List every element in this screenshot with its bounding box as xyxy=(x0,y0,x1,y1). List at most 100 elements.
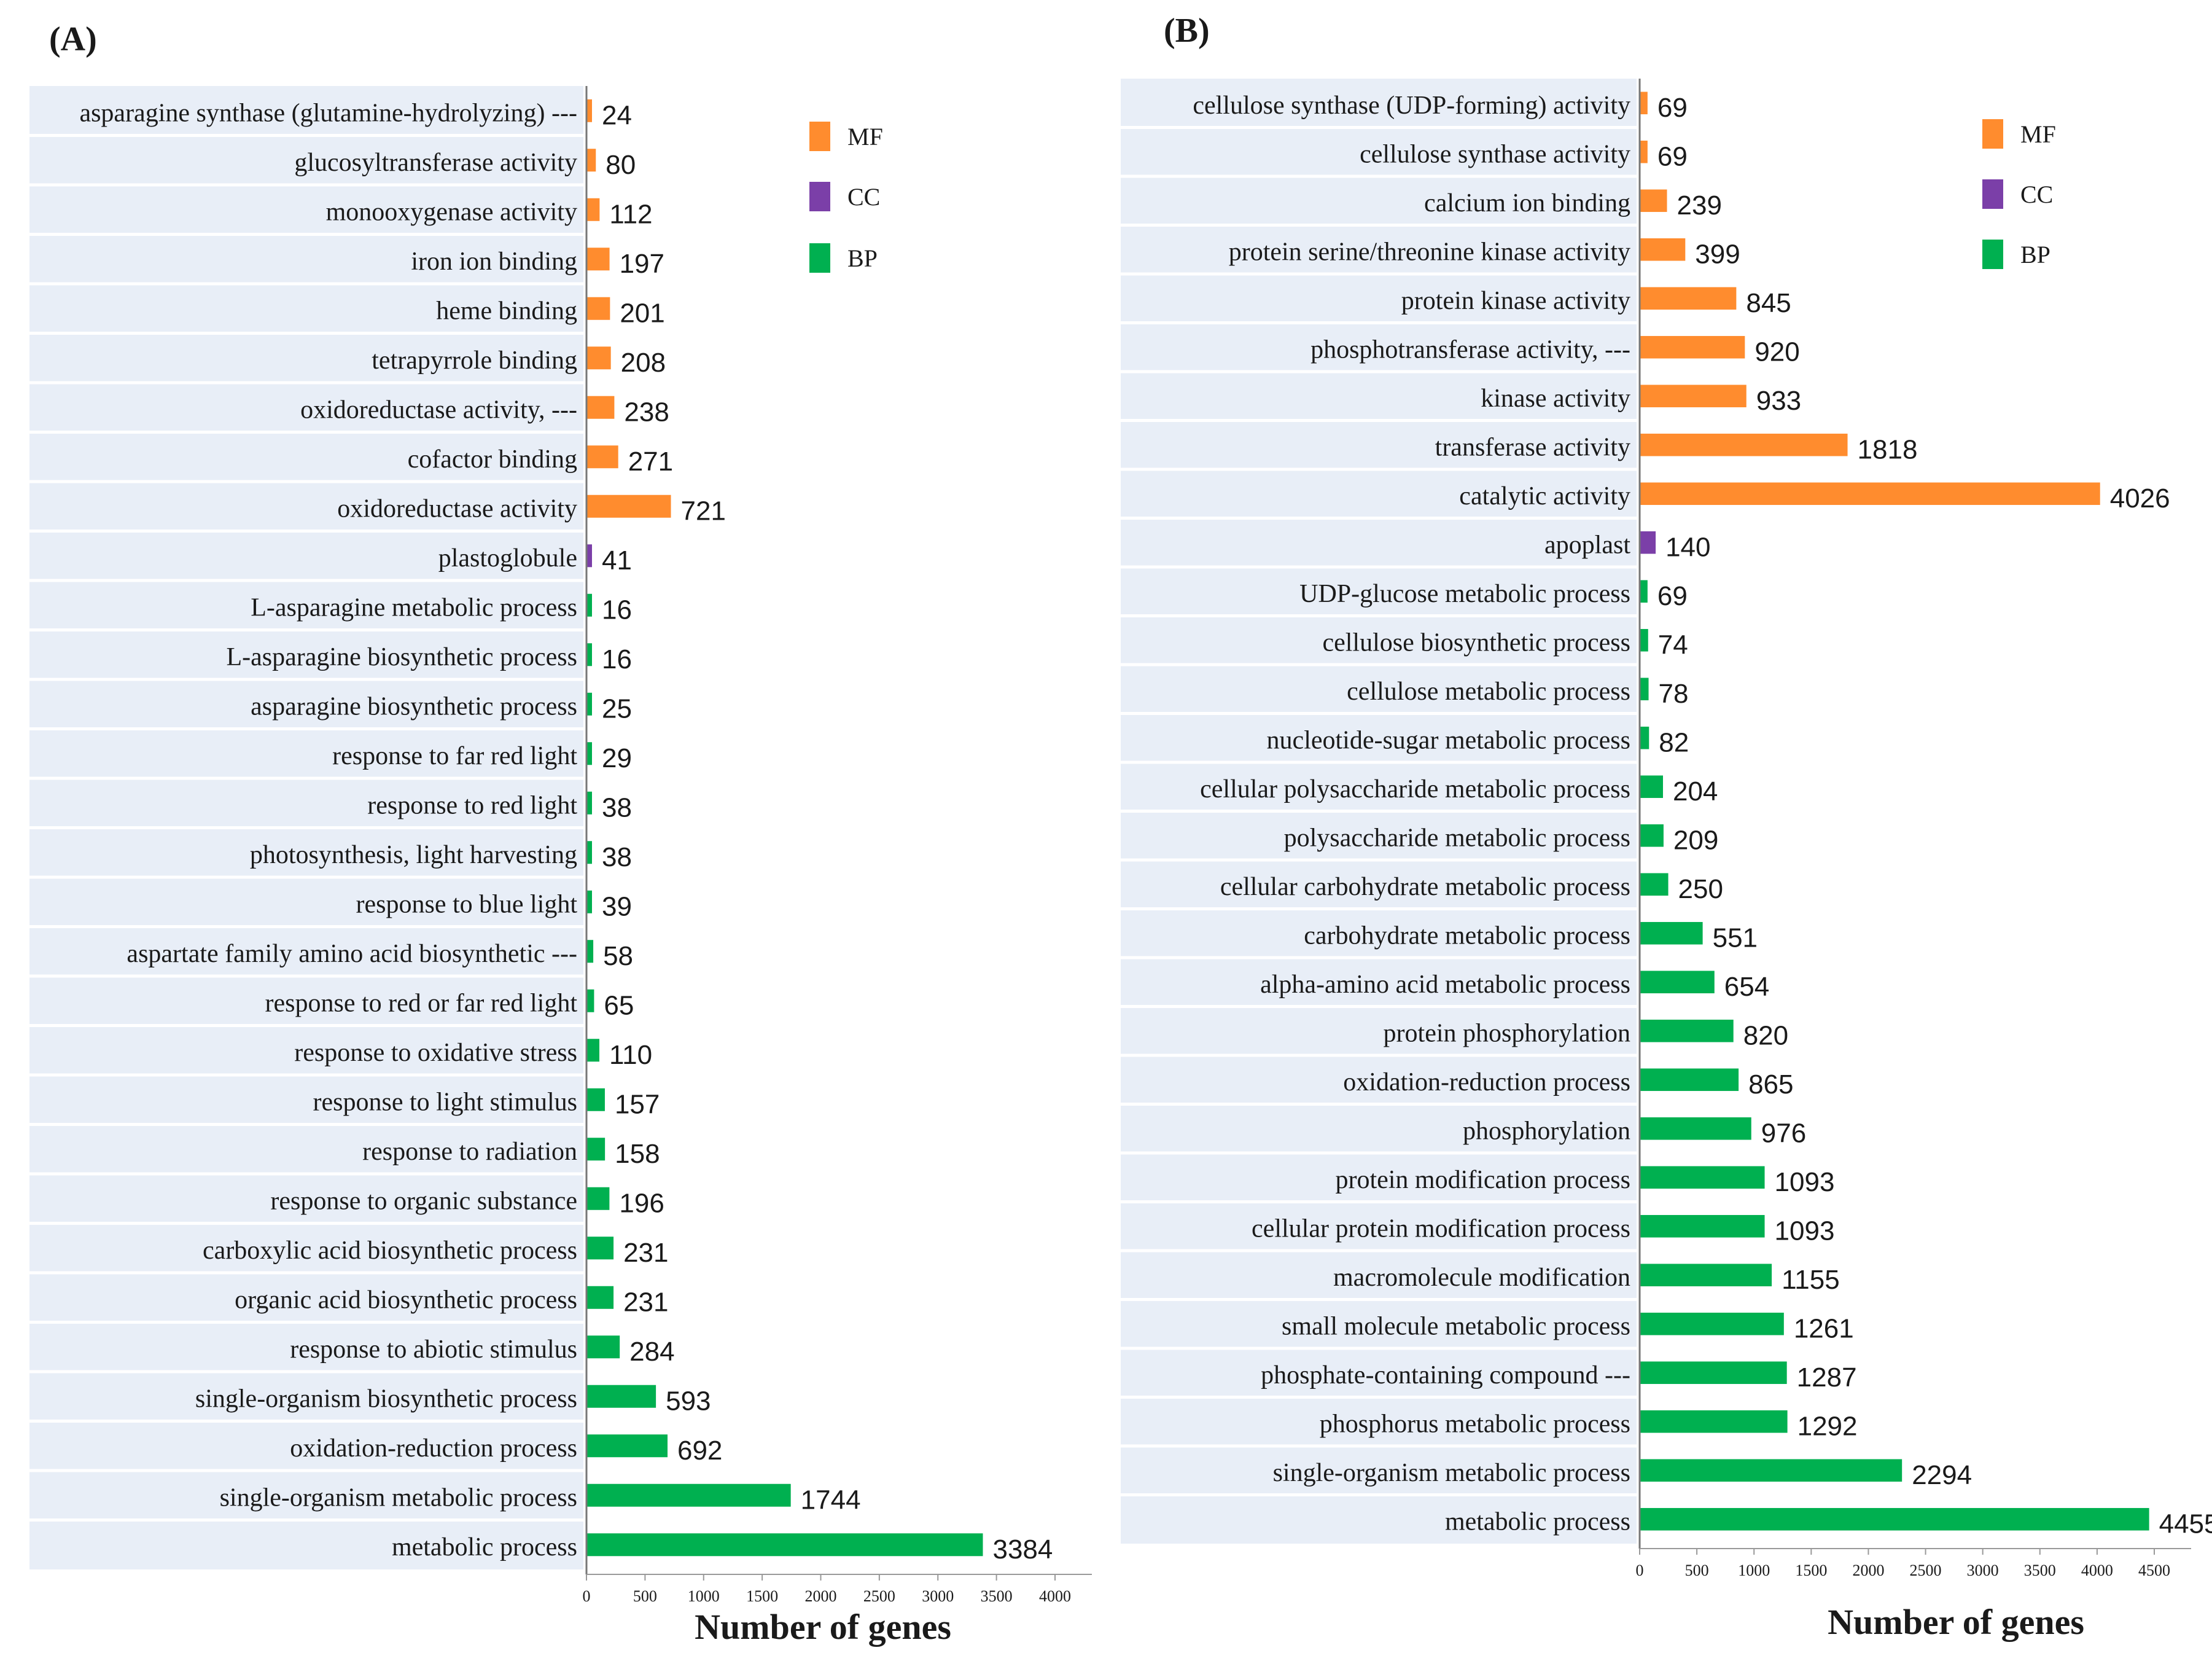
bar-mf xyxy=(586,149,596,172)
value-label: 65 xyxy=(604,990,634,1020)
category-label: carbohydrate metabolic process xyxy=(1304,921,1630,950)
category-label: protein serine/threonine kinase activity xyxy=(1229,238,1630,266)
bar-bp xyxy=(586,1385,656,1408)
value-label: 38 xyxy=(602,842,632,872)
category-label: oxidation-reduction process xyxy=(290,1434,577,1463)
value-label: 654 xyxy=(1724,972,1769,1002)
category-label: organic acid biosynthetic process xyxy=(235,1286,577,1314)
bar-mf xyxy=(1640,482,2100,506)
panel-a-chart: (A) asparagine synthase (glutamine-hydrol… xyxy=(29,20,1092,1647)
category-label: cellular protein modification process xyxy=(1252,1214,1630,1243)
x-tick-label: 4000 xyxy=(1039,1587,1071,1605)
bar-mf xyxy=(1640,433,1848,456)
bar-bp xyxy=(586,890,592,913)
category-label: asparagine synthase (glutamine-hydrolyzi… xyxy=(79,99,577,127)
value-label: 197 xyxy=(620,249,664,279)
x-tick-label: 2000 xyxy=(805,1587,837,1605)
category-label: aspartate family amino acid biosynthetic… xyxy=(127,940,577,968)
category-label: protein modification process xyxy=(1335,1166,1630,1194)
bar-bp xyxy=(1640,971,1715,994)
value-label: 976 xyxy=(1761,1118,1806,1148)
value-label: 845 xyxy=(1746,288,1791,318)
x-tick-label: 2500 xyxy=(1910,1561,1942,1579)
value-label: 238 xyxy=(624,397,669,427)
bar-bp xyxy=(586,692,592,716)
bar-mf xyxy=(586,99,592,122)
value-label: 1155 xyxy=(1782,1265,1840,1295)
value-label: 69 xyxy=(1657,141,1688,171)
bar-bp xyxy=(1640,824,1664,847)
legend-label-bp: BP xyxy=(2020,241,2050,268)
value-label: 271 xyxy=(628,447,673,477)
category-label: phosphate-containing compound --- xyxy=(1261,1361,1630,1389)
value-label: 231 xyxy=(623,1287,668,1317)
value-label: 25 xyxy=(602,694,632,724)
category-label: polysaccharide metabolic process xyxy=(1284,824,1630,852)
bar-bp xyxy=(1640,1507,2149,1531)
panel-b-chart: (B) cellulose synthase (UDP-forming) acti… xyxy=(1121,12,2212,1642)
value-label: 16 xyxy=(602,595,632,625)
legend-swatch-mf xyxy=(809,122,830,151)
category-label: photosynthesis, light harvesting xyxy=(250,841,577,869)
bar-bp xyxy=(1640,775,1663,799)
x-tick-label: 500 xyxy=(633,1587,657,1605)
category-label: response to abiotic stimulus xyxy=(290,1335,577,1364)
category-label: single-organism metabolic process xyxy=(1273,1459,1630,1487)
x-tick-label: 4500 xyxy=(2138,1561,2170,1579)
value-label: 16 xyxy=(602,644,632,674)
category-label: monooxygenase activity xyxy=(326,198,577,226)
x-tick-label: 1000 xyxy=(688,1587,720,1605)
value-label: 2294 xyxy=(1912,1460,1972,1490)
value-label: 865 xyxy=(1748,1069,1793,1100)
value-label: 69 xyxy=(1657,581,1688,611)
bar-mf xyxy=(1640,335,1745,359)
bar-mf xyxy=(1640,92,1648,115)
category-label: single-organism biosynthetic process xyxy=(195,1385,577,1413)
category-label: single-organism metabolic process xyxy=(220,1483,577,1512)
value-label: 78 xyxy=(1659,679,1689,709)
bar-bp xyxy=(1640,1264,1772,1287)
bar-bp xyxy=(586,1237,614,1260)
value-label: 4026 xyxy=(2110,483,2170,514)
category-label: cellulose metabolic process xyxy=(1347,678,1630,706)
category-label: cellular carbohydrate metabolic process xyxy=(1220,873,1630,901)
x-axis-title: Number of genes xyxy=(1828,1602,2084,1642)
value-label: 38 xyxy=(602,792,632,823)
value-label: 204 xyxy=(1673,776,1718,807)
category-label: response to red or far red light xyxy=(265,989,578,1017)
category-label: response to far red light xyxy=(332,742,577,770)
category-label: metabolic process xyxy=(1445,1507,1630,1536)
bar-bp xyxy=(1640,1117,1751,1140)
bar-bp xyxy=(586,1138,606,1161)
value-label: 1818 xyxy=(1858,434,1918,464)
bar-bp xyxy=(1640,1166,1765,1189)
bar-bp xyxy=(586,940,594,963)
value-label: 920 xyxy=(1754,337,1799,367)
bar-bp xyxy=(1640,580,1648,603)
bar-bp xyxy=(586,1533,983,1557)
bar-bp xyxy=(1640,873,1669,896)
value-label: 69 xyxy=(1657,93,1688,123)
x-tick-label: 2500 xyxy=(863,1587,895,1605)
legend-swatch-bp xyxy=(809,243,830,273)
value-label: 721 xyxy=(681,496,726,526)
category-label: calcium ion binding xyxy=(1424,189,1630,217)
category-label: response to organic substance xyxy=(270,1187,577,1215)
bar-mf xyxy=(1640,189,1667,213)
value-label: 209 xyxy=(1673,825,1718,855)
value-label: 692 xyxy=(677,1436,722,1466)
value-label: 157 xyxy=(615,1089,660,1119)
bar-mf xyxy=(1640,385,1747,408)
value-label: 58 xyxy=(603,941,633,971)
bar-mf xyxy=(1640,140,1648,163)
bar-bp xyxy=(586,1483,791,1507)
bar-bp xyxy=(1640,1361,1787,1385)
legend-label-mf: MF xyxy=(2020,120,2056,148)
category-label: response to oxidative stress xyxy=(294,1039,577,1067)
legend-swatch-bp xyxy=(1982,240,2003,269)
value-label: 80 xyxy=(606,150,636,180)
category-label: response to red light xyxy=(367,791,577,819)
category-label: catalytic activity xyxy=(1459,482,1630,510)
category-label: phosphotransferase activity, --- xyxy=(1310,335,1630,364)
bar-bp xyxy=(1640,1410,1788,1433)
